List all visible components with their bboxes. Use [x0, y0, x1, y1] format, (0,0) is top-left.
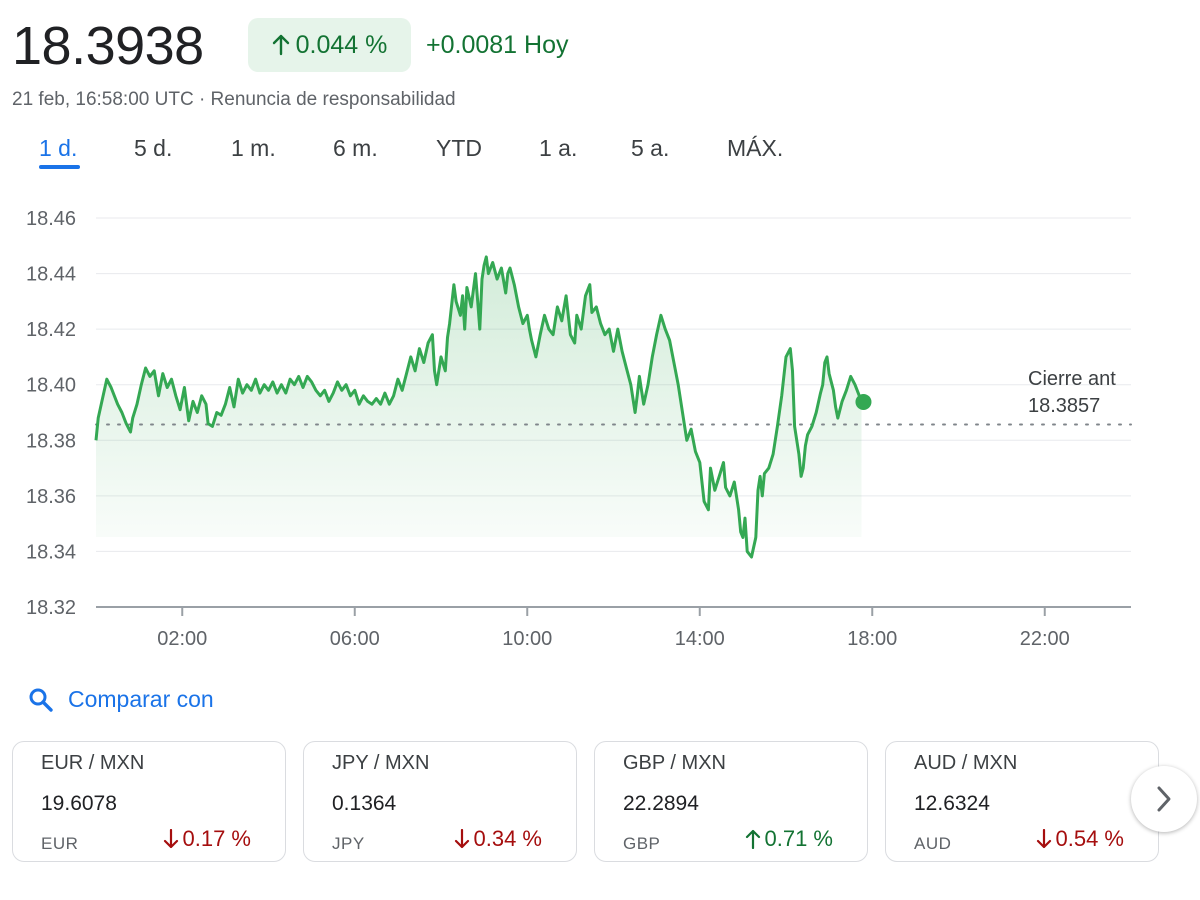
card-code: JPY — [332, 834, 365, 853]
tab-1d[interactable]: 1 d. — [39, 135, 78, 161]
chevron-right-icon — [1157, 786, 1171, 812]
previous-close-value: 18.3857 — [1028, 395, 1100, 417]
y-axis-labels: 18.46 18.44 18.42 18.40 18.38 18.36 18.34 18.32 — [26, 208, 76, 619]
tab-5y[interactable]: 5 a. — [631, 135, 670, 161]
arrow-up-icon — [745, 829, 760, 849]
card-change-value: 0.71 % — [764, 826, 834, 851]
compare-label: Comparar con — [68, 686, 214, 712]
card-change-value: 0.17 % — [182, 826, 252, 851]
card-pair: GBP / MXN — [623, 752, 726, 774]
range-tabs: 1 d. 5 d. 1 m. 6 m. YTD 1 a. 5 a. MÁX. — [0, 130, 900, 174]
card-value: 0.1364 — [332, 792, 397, 815]
arrow-down-icon — [454, 829, 469, 849]
y-tick-label: 18.38 — [26, 430, 76, 452]
card-gbp-mxn[interactable]: GBP / MXN 22.2894 GBP 0.71 % — [594, 741, 868, 862]
y-tick-label: 18.32 — [26, 597, 76, 619]
card-code: GBP — [623, 834, 661, 853]
card-pair: JPY / MXN — [332, 752, 430, 774]
search-icon — [29, 688, 53, 712]
next-cards-button[interactable] — [1131, 766, 1197, 832]
y-tick-label: 18.46 — [26, 208, 76, 230]
x-tick-label: 10:00 — [502, 628, 552, 650]
y-tick-label: 18.40 — [26, 375, 76, 397]
x-tick-label: 22:00 — [1020, 628, 1070, 650]
tab-1y[interactable]: 1 a. — [539, 135, 578, 161]
card-change-value: 0.34 % — [473, 826, 543, 851]
x-tick-label: 06:00 — [330, 628, 380, 650]
change-percent-badge: 0.044 % — [248, 18, 411, 72]
card-change: 0.71 % — [745, 826, 834, 852]
card-code: AUD — [914, 834, 952, 853]
x-tick-label: 18:00 — [847, 628, 897, 650]
card-value: 22.2894 — [623, 792, 699, 815]
arrow-down-icon — [1036, 829, 1051, 849]
tab-6m[interactable]: 6 m. — [333, 135, 378, 161]
y-tick-label: 18.34 — [26, 541, 76, 563]
card-value: 12.6324 — [914, 792, 990, 815]
card-pair: EUR / MXN — [41, 752, 145, 774]
card-change: 0.54 % — [1036, 826, 1125, 852]
y-tick-label: 18.44 — [26, 264, 76, 286]
change-absolute: +0.0081 Hoy — [426, 31, 569, 59]
card-value: 19.6078 — [41, 792, 117, 815]
tab-1m[interactable]: 1 m. — [231, 135, 276, 161]
x-axis-ticks: 02:00 06:00 10:00 14:00 18:00 22:00 — [157, 607, 1070, 650]
x-tick-label: 14:00 — [675, 628, 725, 650]
timestamp-disclaimer: 21 feb, 16:58:00 UTC · Renuncia de respo… — [12, 89, 456, 110]
change-percent: 0.044 % — [295, 30, 388, 59]
card-pair: AUD / MXN — [914, 752, 1018, 774]
y-tick-label: 18.42 — [26, 319, 76, 341]
arrow-up-icon — [272, 34, 289, 56]
card-jpy-mxn[interactable]: JPY / MXN 0.1364 JPY 0.34 % — [303, 741, 577, 862]
tab-5d[interactable]: 5 d. — [134, 135, 173, 161]
price-chart[interactable]: 18.46 18.44 18.42 18.40 18.38 18.36 18.34 18.32… — [0, 190, 1200, 670]
active-tab-indicator — [39, 165, 80, 169]
card-eur-mxn[interactable]: EUR / MXN 19.6078 EUR 0.17 % — [12, 741, 286, 862]
tab-max[interactable]: MÁX. — [727, 135, 784, 161]
price-area-fill — [96, 256, 862, 557]
current-price-dot — [855, 393, 872, 410]
card-change-value: 0.54 % — [1055, 826, 1125, 851]
card-change: 0.34 % — [454, 826, 543, 852]
card-change: 0.17 % — [163, 826, 252, 852]
price-line — [94, 255, 863, 559]
y-tick-label: 18.36 — [26, 486, 76, 508]
compare-button[interactable]: Comparar con — [28, 686, 214, 713]
card-code: EUR — [41, 834, 79, 853]
x-tick-label: 02:00 — [157, 628, 207, 650]
current-price: 18.3938 — [12, 16, 204, 76]
arrow-down-icon — [163, 829, 178, 849]
previous-close-label: Cierre ant — [1028, 368, 1116, 390]
tab-ytd[interactable]: YTD — [436, 135, 482, 161]
card-aud-mxn[interactable]: AUD / MXN 12.6324 AUD 0.54 % — [885, 741, 1159, 862]
